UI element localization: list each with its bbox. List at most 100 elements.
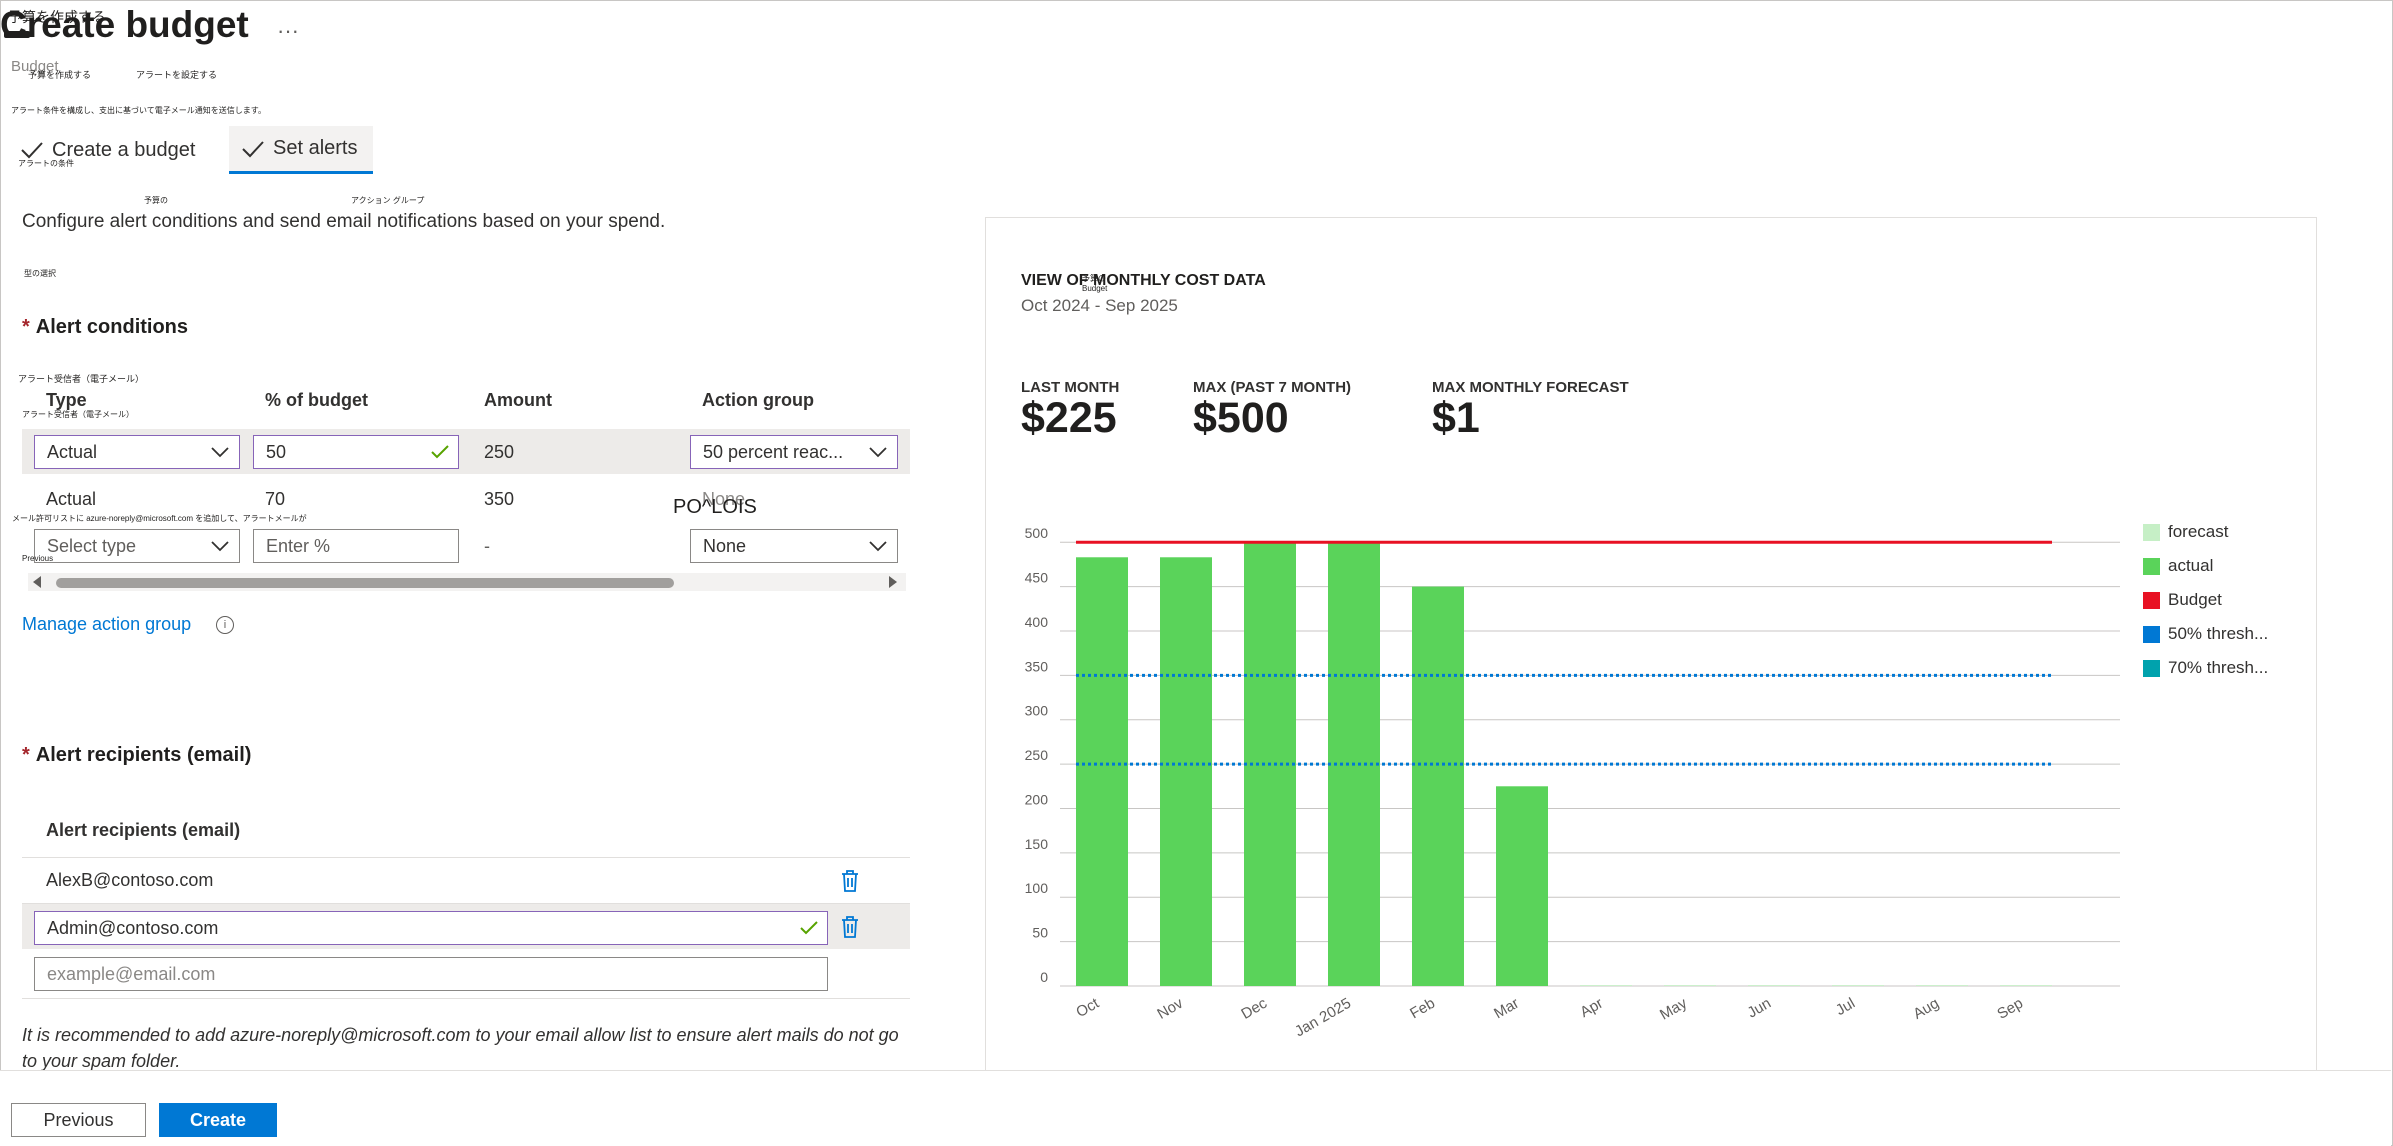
x-tick-label: Jul (1833, 995, 1858, 1019)
tab-create-budget[interactable]: Create a budget (20, 126, 210, 174)
action-group-value: None (702, 489, 746, 509)
percent-input[interactable]: 50 (253, 435, 459, 469)
type-select-jp: 型の選択 (24, 269, 56, 278)
create-button[interactable]: Create (159, 1103, 277, 1137)
x-tick-label: Nov (1154, 994, 1186, 1022)
dropdown-value: 50 percent reac... (703, 441, 844, 462)
manage-action-group-link[interactable]: Manage action group (22, 614, 192, 634)
legend-swatch (2143, 625, 2160, 643)
checkmark-icon (800, 921, 818, 935)
previous-button[interactable]: Previous (11, 1103, 146, 1137)
kpi-value-last-month: $225 (1021, 394, 1117, 442)
chevron-down-icon (211, 541, 229, 552)
trash-icon[interactable] (840, 915, 860, 939)
y-tick-label: 200 (1025, 791, 1049, 807)
panel-title-overlay: 予算の Budget (1082, 274, 1108, 293)
page-title-jp: 予算を作成する (8, 9, 106, 25)
amount-value: 250 (484, 442, 515, 462)
required-mark: * (22, 744, 30, 766)
legend-label: 70% thresh... (2168, 658, 2269, 677)
footer-bar (0, 1070, 2391, 1146)
chevron-down-icon (869, 541, 887, 552)
legend-50-threshold[interactable]: 50% thresh... (2143, 624, 2268, 644)
alert-conditions-heading: * Alert conditions (22, 316, 188, 339)
y-tick-label: 150 (1025, 836, 1049, 852)
action-group-dropdown[interactable]: 50 percent reac... (690, 435, 898, 469)
x-tick-label: Oct (1073, 994, 1102, 1021)
x-tick-label: Jan 2025 (1292, 995, 1354, 1041)
x-tick-label: Aug (1910, 995, 1942, 1023)
kpi-value-max: $500 (1193, 394, 1289, 442)
y-tick-label: 350 (1025, 658, 1049, 674)
tab-set-alerts[interactable]: Set alerts (229, 126, 373, 174)
x-tick-label: Mar (1491, 995, 1522, 1023)
dropdown-placeholder: Select type (47, 535, 137, 556)
col-header-type: Type (46, 390, 87, 410)
page-title: Create budget (0, 4, 249, 45)
divider (22, 903, 910, 904)
info-icon[interactable]: i (216, 616, 234, 634)
col-header-action-group: Action group (702, 390, 814, 410)
trash-icon[interactable] (840, 869, 860, 893)
chevron-down-icon (211, 447, 229, 458)
tab-label: Create a budget (52, 138, 196, 161)
checkmark-icon (431, 445, 449, 459)
y-tick-label: 50 (1032, 925, 1048, 941)
new-email-input[interactable]: example@email.com (34, 957, 828, 991)
recipients-jp: アラート受信者（電子メール） (18, 374, 145, 384)
col-jp-action: アクション グループ (351, 196, 425, 205)
recipient-email-input[interactable]: Admin@contoso.com (34, 911, 828, 945)
page-description: Configure alert conditions and send emai… (22, 211, 666, 232)
amount-value: - (484, 536, 490, 556)
tab-jp-alerts: アラートを設定する (136, 70, 218, 80)
recipient-email: AlexB@contoso.com (46, 870, 214, 890)
input-value: 50 (266, 441, 287, 462)
divider (22, 998, 910, 999)
breadcrumb[interactable]: Budget (11, 58, 59, 75)
type-dropdown-empty[interactable]: Select type (34, 529, 240, 563)
col-header-percent: % of budget (265, 390, 368, 410)
legend-swatch (2143, 591, 2160, 609)
cost-chart: 0 50 100 150 200 250 300 350 400 450 500 Oct Nov Dec J… (1025, 525, 2120, 1041)
input-value: Admin@contoso.com (47, 917, 219, 938)
legend-budget[interactable]: Budget (2143, 590, 2222, 610)
heading-text: Alert recipients (email) (35, 744, 252, 766)
bar-actual (1076, 557, 1128, 986)
legend-70-threshold[interactable]: 70% thresh... (2143, 658, 2268, 678)
scroll-left-icon[interactable] (32, 576, 42, 588)
title-overlay-mark (4, 31, 30, 38)
scroll-right-icon[interactable] (888, 576, 898, 588)
legend-actual[interactable]: actual (2143, 556, 2213, 576)
prev-jp: Previous (22, 554, 54, 563)
y-tick-label: 500 (1025, 525, 1049, 541)
bar-forecast (2000, 985, 2052, 986)
legend-forecast[interactable]: forecast (2143, 522, 2228, 542)
allowlist-jp: メール許可リストに azure-noreply@microsoft.com を追… (12, 514, 307, 523)
input-placeholder: example@email.com (47, 963, 216, 984)
panel-subtitle: Oct 2024 - Sep 2025 (1021, 296, 1178, 315)
y-tick-label: 400 (1025, 614, 1049, 630)
recipients-column-header: Alert recipients (email) (46, 820, 241, 840)
bar-actual (1160, 557, 1212, 986)
kpi-label-forecast: MAX MONTHLY FORECAST (1432, 379, 1629, 396)
y-tick-label: 100 (1025, 880, 1049, 896)
type-dropdown[interactable]: Actual (34, 435, 240, 469)
dropdown-value: None (703, 535, 747, 556)
dropdown-value: Actual (47, 441, 98, 462)
percent-value: 70 (265, 489, 286, 509)
bar-forecast (1664, 985, 1716, 986)
kpi-label-last-month: LAST MONTH (1021, 379, 1120, 396)
panel-title: VIEW OF MONTHLY COST DATA (1021, 272, 1266, 289)
legend-swatch (2143, 523, 2160, 541)
bar-forecast (1832, 985, 1884, 986)
bar-forecast (1748, 985, 1800, 986)
amount-value: 350 (484, 489, 515, 509)
percent-input-empty[interactable]: Enter % (253, 529, 459, 563)
x-tick-label: May (1657, 994, 1690, 1023)
x-tick-label: Sep (1994, 995, 2026, 1023)
x-tick-label: Apr (1577, 995, 1606, 1021)
col-jp-budget: 予算の (144, 196, 168, 205)
more-options-button[interactable]: ··· (277, 18, 299, 43)
action-group-dropdown-empty[interactable]: None (690, 529, 898, 563)
scrollbar-thumb[interactable] (56, 578, 674, 588)
